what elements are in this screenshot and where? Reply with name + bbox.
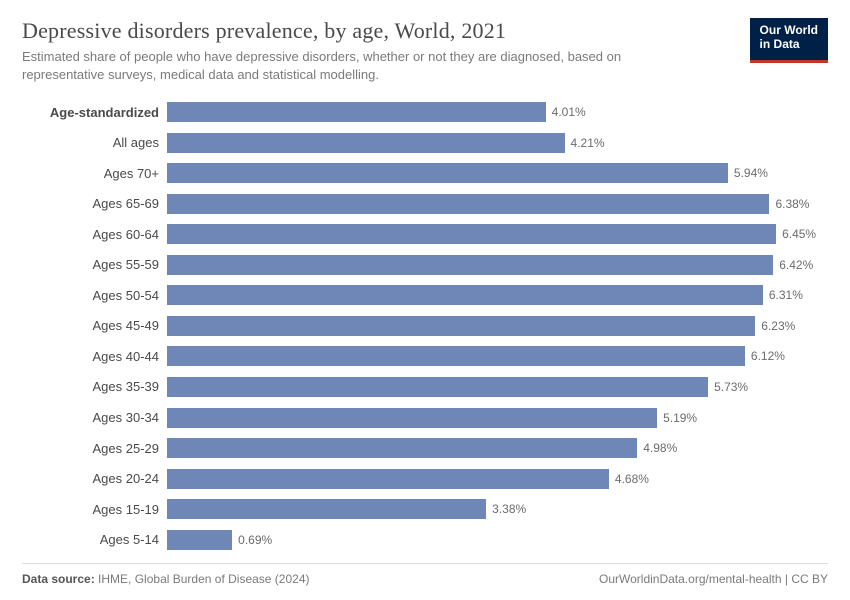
bar-label: Ages 35-39 <box>22 379 167 394</box>
bar-label: Ages 55-59 <box>22 257 167 272</box>
data-source-text: IHME, Global Burden of Disease (2024) <box>98 572 309 586</box>
bar-label: Ages 20-24 <box>22 471 167 486</box>
owid-logo: Our World in Data <box>750 18 828 63</box>
bar-track: 4.01% <box>167 102 828 122</box>
bar-fill <box>167 163 728 183</box>
owid-logo-line1: Our World <box>760 24 818 38</box>
bar-row: Ages 70+ 5.94% <box>22 161 828 185</box>
bar-label: Age-standardized <box>22 105 167 120</box>
bar-fill <box>167 102 546 122</box>
attribution: OurWorldinData.org/mental-health | CC BY <box>599 572 828 586</box>
bar-row: Ages 20-24 4.68% <box>22 467 828 491</box>
bar-track: 4.21% <box>167 133 828 153</box>
data-source-label: Data source: <box>22 572 95 586</box>
bar-row: All ages 4.21% <box>22 131 828 155</box>
bar-row: Ages 30-34 5.19% <box>22 406 828 430</box>
bar-label: Ages 70+ <box>22 166 167 181</box>
data-source: Data source: IHME, Global Burden of Dise… <box>22 572 309 586</box>
bar-value: 4.68% <box>615 472 649 486</box>
bar-label: Ages 65-69 <box>22 196 167 211</box>
bar-row: Ages 50-54 6.31% <box>22 283 828 307</box>
bar-track: 4.98% <box>167 438 828 458</box>
bar-value: 6.23% <box>761 319 795 333</box>
bar-fill <box>167 469 609 489</box>
bar-track: 6.12% <box>167 346 828 366</box>
bar-track: 3.38% <box>167 499 828 519</box>
bar-fill <box>167 438 637 458</box>
bar-fill <box>167 316 755 336</box>
bar-value: 4.98% <box>643 441 677 455</box>
chart-subtitle: Estimated share of people who have depre… <box>22 48 662 83</box>
bar-fill <box>167 377 708 397</box>
bar-value: 5.73% <box>714 380 748 394</box>
bar-row: Ages 5-14 0.69% <box>22 528 828 552</box>
bar-label: All ages <box>22 135 167 150</box>
header: Depressive disorders prevalence, by age,… <box>22 18 828 83</box>
bar-row: Ages 15-19 3.38% <box>22 497 828 521</box>
bar-fill <box>167 346 745 366</box>
chart-title: Depressive disorders prevalence, by age,… <box>22 18 662 44</box>
bar-fill <box>167 133 565 153</box>
bar-chart: Age-standardized 4.01% All ages 4.21% Ages 7… <box>22 97 828 555</box>
bar-row: Ages 40-44 6.12% <box>22 344 828 368</box>
footer: Data source: IHME, Global Burden of Dise… <box>22 563 828 586</box>
bar-value: 6.31% <box>769 288 803 302</box>
bar-row: Ages 65-69 6.38% <box>22 192 828 216</box>
bar-value: 4.21% <box>571 136 605 150</box>
bar-row: Ages 35-39 5.73% <box>22 375 828 399</box>
bar-fill <box>167 194 769 214</box>
bar-row: Ages 60-64 6.45% <box>22 222 828 246</box>
bar-fill <box>167 530 232 550</box>
bar-value: 3.38% <box>492 502 526 516</box>
bar-fill <box>167 499 486 519</box>
bar-value: 5.19% <box>663 411 697 425</box>
bar-value: 6.38% <box>775 197 809 211</box>
bar-track: 6.45% <box>167 224 828 244</box>
bar-label: Ages 5-14 <box>22 532 167 547</box>
bar-row: Ages 55-59 6.42% <box>22 253 828 277</box>
bar-track: 4.68% <box>167 469 828 489</box>
bar-label: Ages 60-64 <box>22 227 167 242</box>
bar-row: Ages 25-29 4.98% <box>22 436 828 460</box>
bar-row: Age-standardized 4.01% <box>22 100 828 124</box>
bar-track: 5.19% <box>167 408 828 428</box>
bar-value: 5.94% <box>734 166 768 180</box>
bar-value: 0.69% <box>238 533 272 547</box>
bar-track: 6.42% <box>167 255 828 275</box>
bar-fill <box>167 224 776 244</box>
bar-track: 5.73% <box>167 377 828 397</box>
bar-value: 6.42% <box>779 258 813 272</box>
bar-fill <box>167 285 763 305</box>
owid-logo-line2: in Data <box>760 38 818 52</box>
bar-track: 5.94% <box>167 163 828 183</box>
bar-track: 6.23% <box>167 316 828 336</box>
bar-value: 6.45% <box>782 227 816 241</box>
bar-label: Ages 45-49 <box>22 318 167 333</box>
bar-label: Ages 50-54 <box>22 288 167 303</box>
chart-page: Depressive disorders prevalence, by age,… <box>0 0 850 600</box>
bar-row: Ages 45-49 6.23% <box>22 314 828 338</box>
bar-label: Ages 25-29 <box>22 441 167 456</box>
bar-value: 4.01% <box>552 105 586 119</box>
bar-value: 6.12% <box>751 349 785 363</box>
bar-track: 6.38% <box>167 194 828 214</box>
bar-label: Ages 40-44 <box>22 349 167 364</box>
header-text: Depressive disorders prevalence, by age,… <box>22 18 662 83</box>
bar-fill <box>167 408 657 428</box>
bar-label: Ages 30-34 <box>22 410 167 425</box>
bar-track: 0.69% <box>167 530 828 550</box>
bar-label: Ages 15-19 <box>22 502 167 517</box>
bar-track: 6.31% <box>167 285 828 305</box>
bar-fill <box>167 255 773 275</box>
